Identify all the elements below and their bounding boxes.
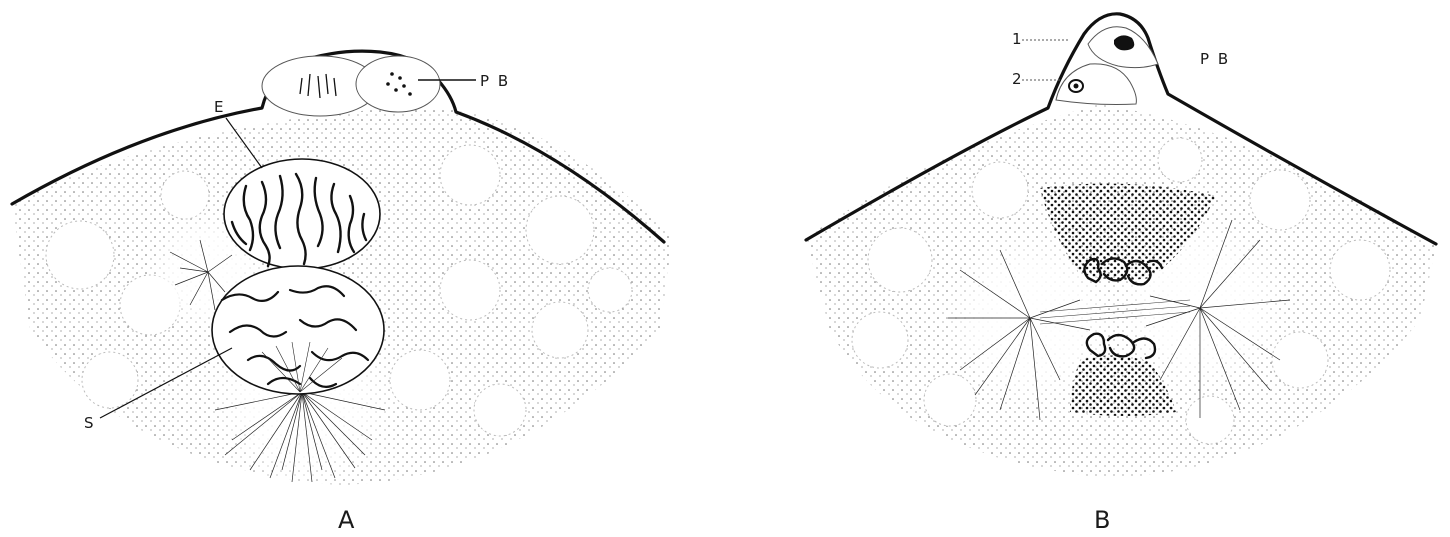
leader-e (225, 117, 263, 169)
aster-small-a (169, 239, 233, 311)
egg-nucleus-a (223, 158, 381, 270)
leader-s (99, 347, 233, 419)
vacuoles-a (45, 144, 633, 437)
sperm-nucleus-a (211, 265, 385, 395)
figure-b: 1 2 P B B (804, 12, 1438, 534)
label-pb-a: P B (480, 72, 510, 90)
aster-right-b (1145, 219, 1291, 418)
chromosomes-top-b (1083, 257, 1164, 286)
chromosomes-bottom-b (1085, 332, 1157, 360)
panel-label-a: A (338, 506, 355, 534)
aster-left-b (948, 249, 1091, 421)
label-s: S (84, 414, 96, 432)
spindle-top-b (1040, 183, 1216, 280)
spindle-fibers-b (1039, 299, 1191, 325)
polar-bodies-b (1055, 26, 1159, 105)
egg-outline-a (10, 49, 666, 244)
vacuoles-b (851, 137, 1391, 445)
label-pb-b: P B (1200, 50, 1230, 68)
polar-bodies-a (261, 55, 441, 117)
label-1: 1 (1012, 30, 1024, 48)
panel-label-b: B (1094, 506, 1110, 534)
spindle-bottom-b (1070, 355, 1176, 416)
label-e: E (214, 98, 225, 116)
egg-outline-b (804, 12, 1438, 246)
label-2: 2 (1012, 70, 1024, 88)
sperm-aster-rays-a (214, 391, 386, 483)
figure-a: E S P B A (10, 49, 672, 534)
